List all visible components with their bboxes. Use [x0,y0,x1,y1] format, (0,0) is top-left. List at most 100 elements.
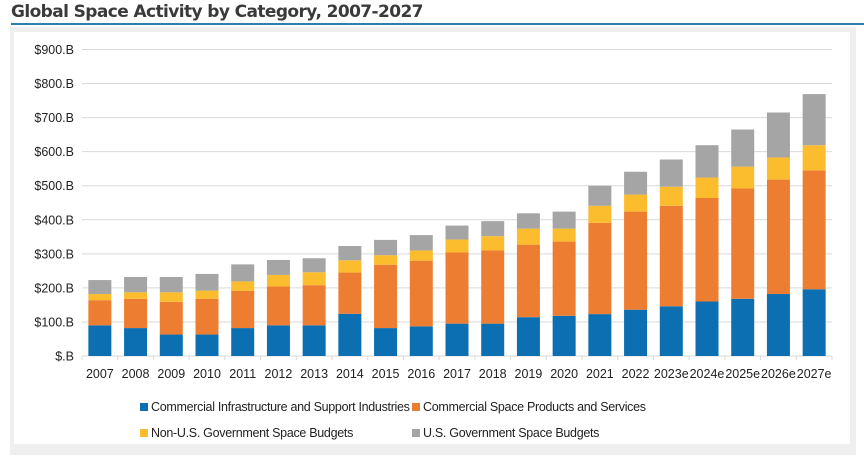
bar-segment-2018-s2 [481,236,505,251]
x-tick-label: 2018 [479,367,507,381]
bar-segment-2013-s1 [302,285,326,326]
bar-segment-2013-s3 [302,258,326,273]
x-tick-label: 2008 [122,367,150,381]
legend-swatch [140,403,148,411]
bar-segment-2011-s3 [231,264,255,282]
bar-segment-2008-s0 [124,328,148,356]
y-tick-label: $900.B [34,43,74,57]
bar-segment-2009-s0 [159,334,183,356]
x-tick-label: 2025e [725,367,760,381]
bar-segment-2013-s2 [302,272,326,286]
bar-segment-2008-s1 [124,298,148,329]
bar-segment-2023e-s3 [659,159,683,187]
bar-segment-2007-s3 [88,280,112,295]
bar-segment-2009-s2 [159,292,183,302]
x-tick-label: 2009 [157,367,185,381]
bar-segment-2009-s3 [159,276,183,293]
bar-segment-2020-s0 [552,315,576,356]
bar-segment-2011-s1 [231,290,255,329]
bar-segment-2010-s0 [195,334,219,356]
bar-segment-2010-s3 [195,273,219,291]
x-tick-label: 2012 [265,367,293,381]
x-tick-label: 2016 [407,367,435,381]
y-tick-label: $200.B [34,281,74,295]
y-tick-label: $600.B [34,145,74,159]
bar-segment-2021-s1 [588,222,612,315]
legend-item-commercial-products: Commercial Space Products and Services [412,400,646,414]
y-tick-label: $100.B [34,315,74,329]
bar-segment-2027e-s1 [802,170,826,290]
legend-item-non-us-gov: Non-U.S. Government Space Budgets [140,426,353,440]
legend-label: Commercial Infrastructure and Support In… [151,400,410,414]
bar-segment-2021-s3 [588,185,612,206]
bar-segment-2010-s2 [195,290,219,299]
legend-item-us-gov: U.S. Government Space Budgets [412,426,599,440]
bar-segment-2024e-s2 [695,177,719,198]
x-tick-label: 2007 [86,367,114,381]
bar-segment-2022-s2 [624,194,648,212]
bar-segment-2022-s0 [624,309,648,356]
bar-segment-2020-s2 [552,228,576,242]
x-tick-label: 2022 [622,367,650,381]
bar-segment-2017-s1 [445,252,469,324]
y-tick-label: $700.B [34,111,74,125]
legend-swatch [140,429,148,437]
bar-segment-2027e-s0 [802,289,826,356]
bar-segment-2015-s0 [374,328,398,356]
bar-segment-2026e-s2 [766,157,790,180]
bar-segment-2023e-s1 [659,205,683,307]
bar-segment-2008-s3 [124,276,148,293]
bar-segment-2026e-s1 [766,179,790,295]
x-tick-label: 2023e [654,367,689,381]
bar-segment-2024e-s1 [695,197,719,302]
bar-segment-2026e-s0 [766,294,790,356]
x-tick-label: 2027e [797,367,832,381]
bar-segment-2012-s3 [266,259,290,275]
bar-segment-2015-s1 [374,264,398,329]
x-tick-label: 2020 [550,367,578,381]
bar-segment-2009-s1 [159,301,183,335]
y-tick-label: $800.B [34,77,74,91]
bar-segment-2023e-s0 [659,306,683,356]
title-underline [11,23,864,25]
y-tick-label: $400.B [34,213,74,227]
bar-segment-2018-s0 [481,323,505,356]
x-tick-label: 2013 [300,367,328,381]
x-tick-label: 2026e [761,367,796,381]
bar-segment-2012-s2 [266,274,290,287]
y-tick-label: $.B [55,350,74,364]
bar-segment-2016-s0 [409,326,433,356]
bar-segment-2027e-s2 [802,145,826,171]
x-tick-label: 2010 [193,367,221,381]
bar-segment-2011-s0 [231,328,255,356]
bar-segment-2026e-s3 [766,112,790,158]
bar-segment-2011-s2 [231,281,255,291]
legend-label: U.S. Government Space Budgets [423,426,600,440]
legend-swatch [412,403,420,411]
bar-segment-2027e-s3 [802,94,826,146]
bar-segment-2024e-s3 [695,145,719,178]
bar-segment-2007-s1 [88,300,112,326]
legend-label: Non-U.S. Government Space Budgets [151,426,354,440]
legend-item-commercial-infrastructure: Commercial Infrastructure and Support In… [140,400,410,414]
bar-segment-2021-s2 [588,205,612,223]
bar-segment-2014-s1 [338,272,362,314]
y-tick-label: $500.B [34,179,74,193]
bar-segment-2024e-s0 [695,301,719,356]
bar-segment-2020-s3 [552,211,576,229]
bar-segment-2018-s1 [481,250,505,324]
bar-segment-2012-s1 [266,286,290,326]
bar-segment-2010-s1 [195,298,219,335]
bar-segment-2015-s3 [374,239,398,256]
bar-segment-2025e-s1 [731,188,755,299]
bar-segment-2019-s0 [516,317,540,356]
bar-segment-2019-s2 [516,228,540,245]
bar-segment-2016-s3 [409,235,433,251]
bar-segment-2014-s2 [338,260,362,273]
bar-segment-2021-s0 [588,314,612,356]
bar-segment-2007-s2 [88,294,112,301]
bar-segment-2020-s1 [552,241,576,316]
chart-title: Global Space Activity by Category, 2007-… [11,2,424,22]
bar-segment-2023e-s2 [659,186,683,206]
